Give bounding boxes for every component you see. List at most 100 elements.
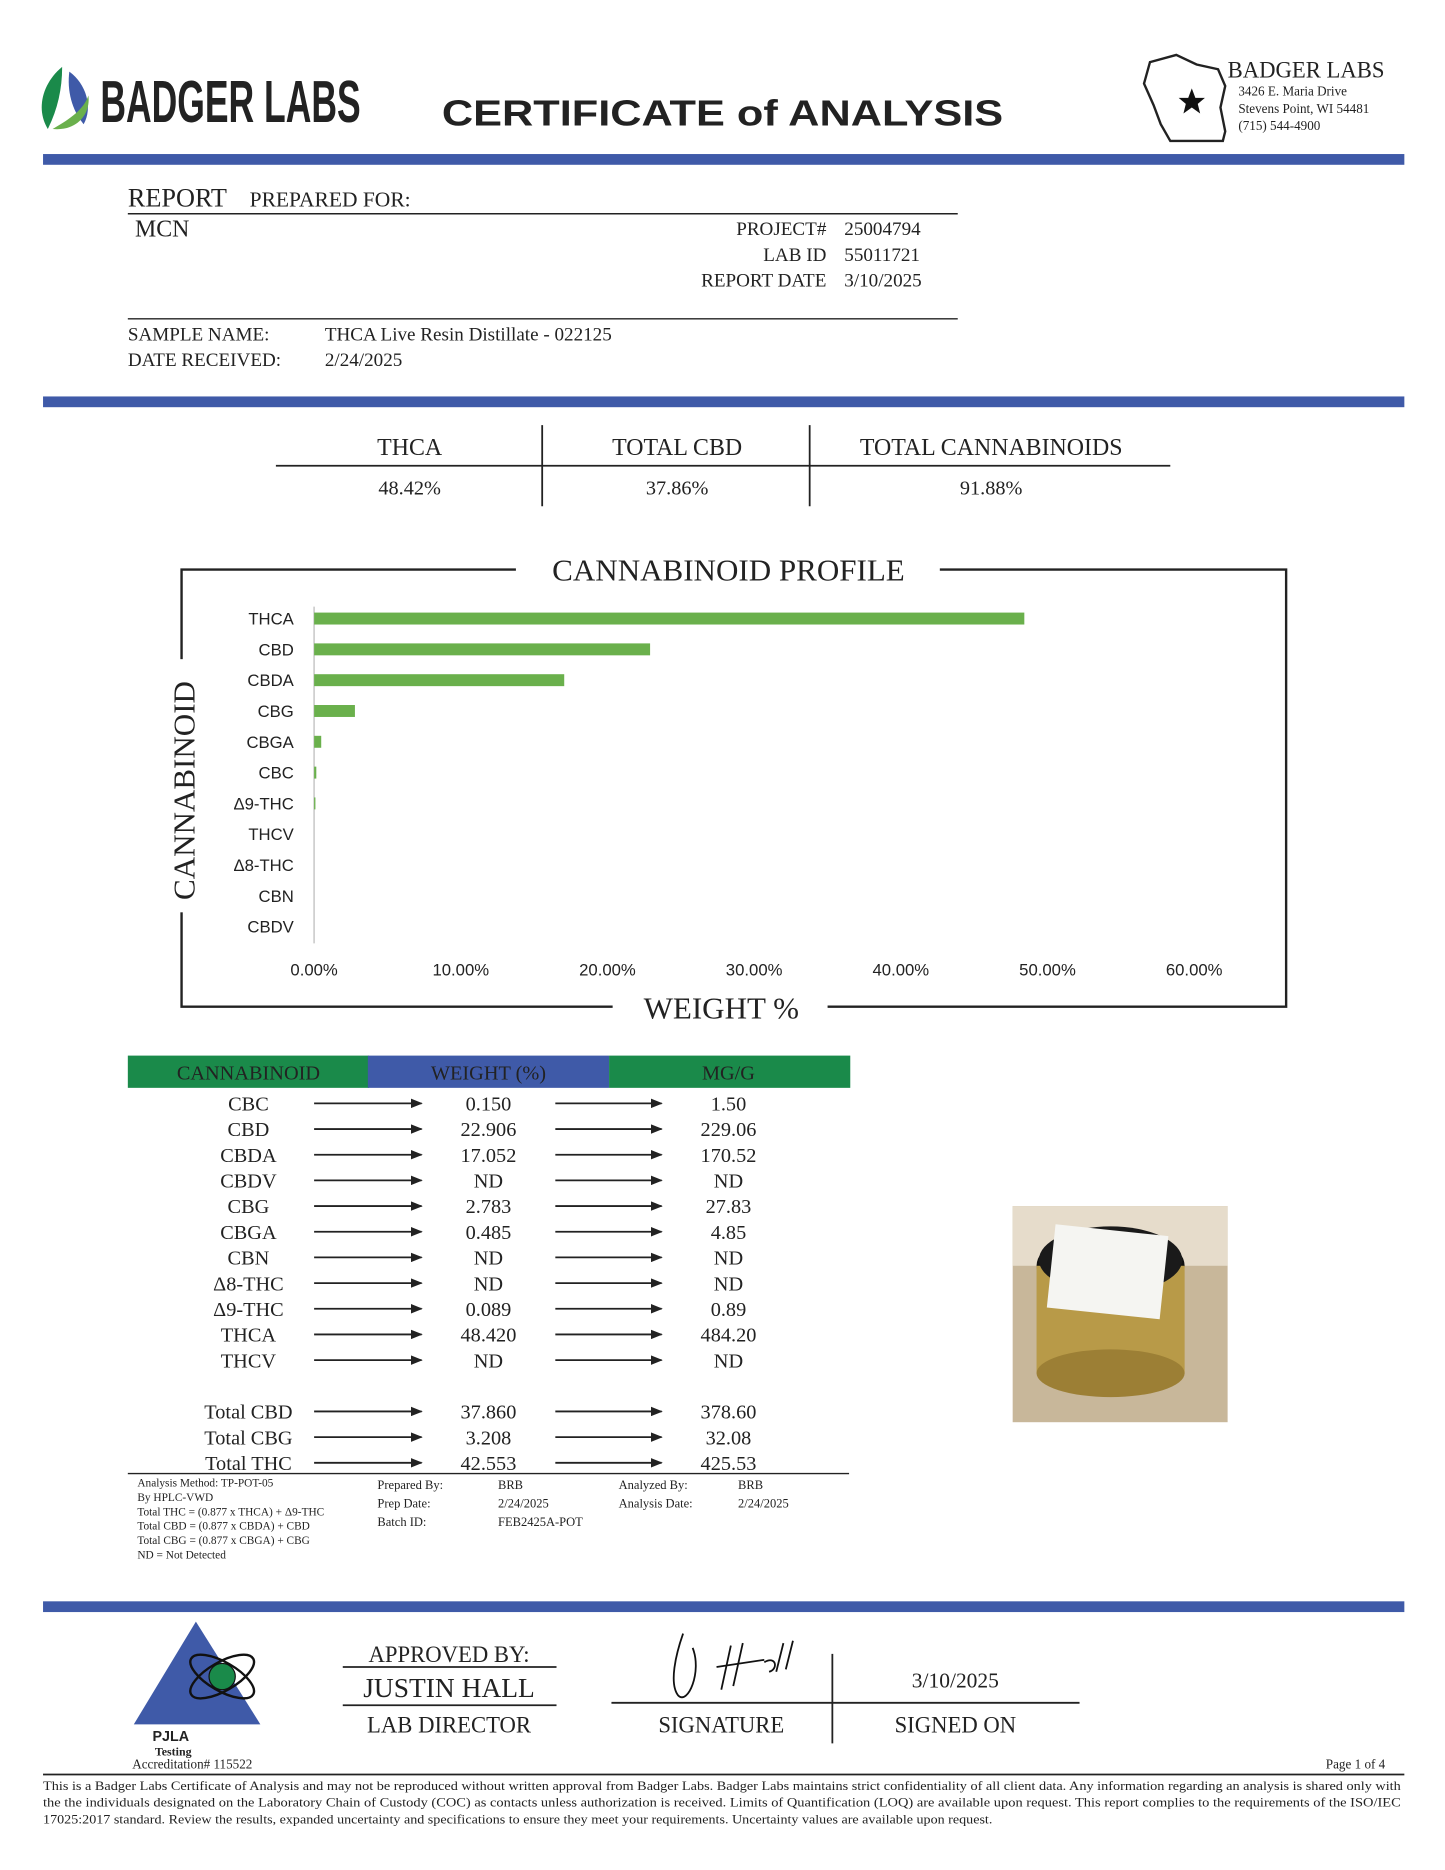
cell: CBN — [228, 1248, 270, 1270]
page-number: Page 1 of 4 — [1326, 1756, 1386, 1771]
analysis-label: Analysis Date: — [619, 1497, 693, 1511]
bar — [314, 643, 651, 656]
footer-line: 17025:2017 standard. Review the results,… — [43, 1812, 992, 1826]
cell: 22.906 — [461, 1119, 517, 1141]
cell: CBG — [228, 1196, 270, 1218]
bar — [314, 766, 317, 779]
summary-value: 48.42% — [378, 477, 441, 499]
field-value: 55011721 — [844, 245, 920, 266]
signed-date: 3/10/2025 — [912, 1668, 999, 1692]
analysis-label: Analyzed By: — [619, 1478, 688, 1492]
cell: 32.08 — [706, 1427, 752, 1449]
signed-on-label: SIGNED ON — [895, 1713, 1017, 1738]
cell: 378.60 — [701, 1402, 757, 1424]
sample-label: DATE RECEIVED: — [128, 350, 281, 371]
cell: Total THC — [205, 1453, 292, 1475]
column-header: MG/G — [702, 1062, 755, 1084]
note-line: Total CBD = (0.877 x CBDA) + CBD — [137, 1521, 309, 1533]
cell: CBDA — [220, 1145, 277, 1167]
address-line: Stevens Point, WI 54481 — [1238, 101, 1369, 116]
client-name: MCN — [135, 216, 189, 242]
column-header: CANNABINOID — [177, 1062, 320, 1084]
note-line: By HPLC-VWD — [137, 1492, 213, 1504]
x-tick-label: 50.00% — [1019, 961, 1076, 980]
y-tick-label: CBGA — [246, 733, 294, 752]
prep-value: 2/24/2025 — [498, 1497, 549, 1511]
y-tick-label: THCA — [248, 610, 294, 629]
report-heading: REPORT — [128, 184, 227, 213]
address-line: 3426 E. Maria Drive — [1238, 84, 1347, 99]
x-tick-label: 30.00% — [726, 961, 783, 980]
cell: THCA — [221, 1325, 277, 1347]
y-axis-title: CANNABINOID — [167, 681, 202, 900]
approver-name: JUSTIN HALL — [363, 1673, 535, 1703]
note-line: Analysis Method: TP-POT-05 — [137, 1478, 273, 1490]
rule — [43, 154, 1405, 165]
approver-role: LAB DIRECTOR — [367, 1713, 532, 1738]
y-tick-label: CBC — [259, 764, 294, 783]
y-tick-label: Δ8-THC — [233, 856, 293, 875]
bar — [314, 612, 1025, 625]
cell: 2.783 — [466, 1196, 512, 1218]
cell: CBDV — [220, 1171, 277, 1193]
address-line: (715) 544-4900 — [1238, 118, 1320, 133]
summary-value: 91.88% — [960, 477, 1023, 499]
cell: 37.860 — [461, 1402, 517, 1424]
signature-label: SIGNATURE — [658, 1713, 784, 1738]
y-tick-label: CBDA — [247, 671, 294, 690]
x-axis-title: WEIGHT % — [644, 991, 799, 1026]
bar — [314, 705, 355, 717]
cell: Δ9-THC — [213, 1299, 284, 1321]
cell: 3.208 — [466, 1427, 512, 1449]
logo-text: BADGER LABS — [100, 68, 360, 135]
note-line: Total CBG = (0.877 x CBGA) + CBG — [137, 1535, 309, 1547]
column-header: WEIGHT (%) — [431, 1062, 546, 1084]
x-tick-label: 60.00% — [1166, 961, 1223, 980]
pjla-type: Testing — [155, 1744, 192, 1758]
approved-label: APPROVED BY: — [369, 1642, 530, 1667]
x-tick-label: 40.00% — [872, 961, 929, 980]
cell: 229.06 — [701, 1119, 757, 1141]
cell: 484.20 — [701, 1325, 757, 1347]
cell: 170.52 — [701, 1145, 757, 1167]
cell: ND — [474, 1273, 503, 1295]
header-cell — [609, 1055, 851, 1088]
cell: ND — [474, 1350, 503, 1372]
sample-label: SAMPLE NAME: — [128, 324, 270, 345]
footer-line: the the individuals designated on the La… — [43, 1796, 1401, 1810]
note-line: Total THC = (0.877 x THCA) + Δ9-THC — [137, 1506, 324, 1518]
cell: CBGA — [220, 1222, 277, 1244]
field-value: 3/10/2025 — [844, 271, 921, 292]
prep-label: Prepared By: — [377, 1478, 443, 1492]
cell: ND — [714, 1273, 743, 1295]
cell: ND — [714, 1350, 743, 1372]
cell: CBD — [228, 1119, 270, 1141]
cell: ND — [474, 1248, 503, 1270]
summary-value: 37.86% — [646, 477, 709, 499]
bar — [314, 735, 322, 748]
pjla-name: PJLA — [153, 1729, 190, 1745]
prep-value: FEB2425A-POT — [498, 1515, 583, 1529]
field-label: PROJECT# — [736, 219, 827, 240]
header-cell — [127, 1055, 370, 1088]
footer-line: This is a Badger Labs Certificate of Ana… — [43, 1779, 1402, 1793]
cell: CBC — [228, 1094, 269, 1116]
frame-gap — [167, 659, 199, 913]
cell: 0.089 — [466, 1299, 512, 1321]
cell: 4.85 — [711, 1222, 747, 1244]
cell: 0.485 — [466, 1222, 512, 1244]
note-line: ND = Not Detected — [137, 1549, 226, 1561]
analysis-value: BRB — [738, 1478, 763, 1492]
y-tick-label: CBG — [258, 702, 294, 721]
accreditation-number: Accreditation# 115522 — [132, 1756, 252, 1771]
cell: 27.83 — [706, 1196, 752, 1218]
cell: 17.052 — [461, 1145, 517, 1167]
document-title: CERTIFICATE of ANALYSIS — [442, 93, 1003, 133]
cell: ND — [714, 1171, 743, 1193]
header-cell — [367, 1055, 610, 1088]
field-label: REPORT DATE — [701, 271, 826, 292]
pjla-logo — [133, 1621, 261, 1725]
x-tick-label: 0.00% — [290, 961, 338, 980]
